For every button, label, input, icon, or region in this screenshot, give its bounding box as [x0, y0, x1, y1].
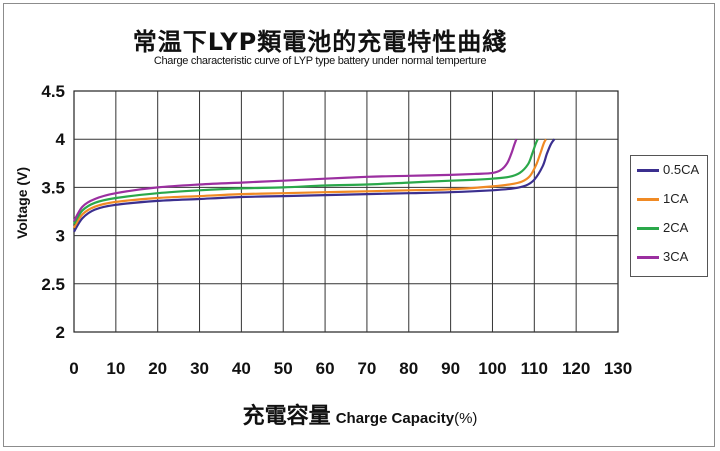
legend-item-0-5ca: 0.5CA: [637, 160, 707, 180]
y-tick-label: 3: [56, 227, 65, 246]
x-tick-label: 30: [190, 359, 209, 378]
y-tick-label: 3.5: [41, 178, 65, 197]
legend: 0.5CA 1CA 2CA 3CA: [630, 155, 708, 277]
legend-item-1ca: 1CA: [637, 189, 707, 209]
legend-label: 1CA: [663, 191, 689, 206]
legend-item-2ca: 2CA: [637, 218, 707, 238]
x-tick-label: 70: [357, 359, 376, 378]
series-line-3ca: [73, 138, 518, 222]
legend-swatch: [637, 256, 659, 259]
x-tick-label: 130: [604, 359, 632, 378]
legend-item-3ca: 3CA: [637, 247, 707, 267]
y-axis-label: Voltage (V): [14, 166, 30, 240]
chart-title: 常温下LYP類電池的充電特性曲綫: [132, 28, 508, 56]
x-tick-label: 0: [69, 359, 78, 378]
x-tick-label: 40: [232, 359, 251, 378]
x-axis-label: 充電容量 Charge Capacity(%): [200, 398, 520, 430]
y-tick-label: 4.5: [41, 82, 65, 101]
legend-label: 0.5CA: [663, 162, 700, 177]
series-line-1ca: [73, 138, 547, 229]
x-axis-label-zh: 充電容量: [242, 404, 331, 429]
legend-swatch: [637, 198, 659, 201]
x-tick-label: 100: [478, 359, 506, 378]
legend-label: 2CA: [663, 220, 689, 235]
x-tick-label: 50: [274, 359, 293, 378]
chart-subtitle: Charge characteristic curve of LYP type …: [153, 55, 487, 67]
legend-swatch: [637, 169, 659, 172]
x-axis-label-unit: (%): [454, 410, 478, 427]
x-tick-label: 90: [441, 359, 460, 378]
x-tick-label: 110: [521, 359, 548, 378]
x-tick-label: 80: [399, 359, 418, 378]
x-tick-label: 120: [562, 359, 590, 378]
y-tick-label: 2.5: [41, 275, 65, 294]
x-tick-label: 20: [148, 359, 167, 378]
series-line-0-5ca: [73, 138, 556, 233]
x-axis-label-en: Charge Capacity: [335, 410, 455, 427]
x-tick-label: 10: [106, 359, 125, 378]
y-tick-label: 2: [56, 323, 65, 342]
legend-label: 3CA: [663, 249, 689, 264]
legend-swatch: [637, 227, 659, 230]
series-line-2ca: [73, 138, 539, 225]
plot-area: [73, 90, 619, 333]
y-tick-label: 4: [56, 130, 66, 149]
x-tick-label: 60: [316, 359, 335, 378]
